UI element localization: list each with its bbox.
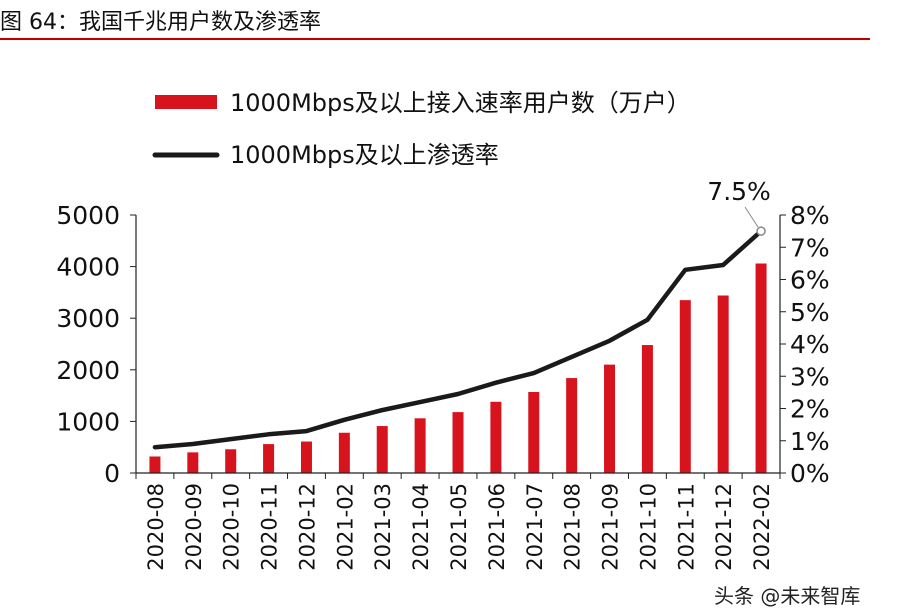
line-point-2021-10 xyxy=(645,318,649,322)
y-left-tick-label: 1000 xyxy=(56,407,120,436)
line-point-2021-02 xyxy=(342,418,346,422)
y-right-tick-label: 4% xyxy=(790,330,830,359)
line-point-2020-10 xyxy=(229,437,233,441)
x-tick-label: 2021-03 xyxy=(371,483,395,571)
y-left-tick-label: 3000 xyxy=(56,304,120,333)
line-point-2021-07 xyxy=(532,371,536,375)
bar-2021-11 xyxy=(679,300,691,473)
x-tick-label: 2020-09 xyxy=(182,483,206,571)
x-tick-label: 2021-11 xyxy=(674,483,698,571)
x-tick-label: 2021-09 xyxy=(599,483,623,571)
line-point-2020-12 xyxy=(304,429,308,433)
bar-2020-08 xyxy=(149,456,161,473)
x-tick-label: 2020-12 xyxy=(295,483,319,571)
line-point-2021-06 xyxy=(494,381,498,385)
x-tick-label: 2021-12 xyxy=(712,483,736,571)
line-point-2021-05 xyxy=(456,392,460,396)
x-tick-label: 2020-08 xyxy=(144,483,168,571)
y-left-tick-label: 5000 xyxy=(56,201,120,230)
bar-2021-06 xyxy=(490,401,502,473)
bar-2021-09 xyxy=(604,364,616,473)
x-tick-label: 2021-06 xyxy=(485,483,509,571)
bar-2022-02 xyxy=(755,263,767,473)
line-point-2020-08 xyxy=(153,445,157,449)
x-tick-label: 2021-10 xyxy=(636,483,660,571)
legend-swatch-bars xyxy=(155,95,217,109)
bar-2021-03 xyxy=(376,426,388,473)
y-left-tick-label: 4000 xyxy=(56,253,120,282)
bar-2020-11 xyxy=(263,444,275,473)
line-point-2021-03 xyxy=(380,408,384,412)
y-right-tick-label: 0% xyxy=(790,459,830,488)
line-point-2020-11 xyxy=(267,432,271,436)
bar-2021-10 xyxy=(641,345,653,473)
line-point-2021-04 xyxy=(418,400,422,404)
x-tick-label: 2021-05 xyxy=(447,483,471,571)
x-tick-label: 2021-04 xyxy=(409,483,433,571)
bar-2020-10 xyxy=(225,449,237,473)
y-right-tick-label: 1% xyxy=(790,427,830,456)
watermark-text: 头条 @未来智库 xyxy=(714,584,861,608)
bar-2020-12 xyxy=(300,441,312,473)
watermark: 头条 @未来智库 xyxy=(714,580,860,609)
x-tick-label: 2021-08 xyxy=(561,483,585,571)
bar-2021-05 xyxy=(452,412,464,473)
annotation-label: 7.5% xyxy=(707,177,771,206)
line-point-2021-11 xyxy=(683,268,687,272)
figure-title: 图 64：我国千兆用户数及渗透率 xyxy=(0,10,321,35)
y-right-tick-label: 6% xyxy=(790,266,830,295)
y-left-tick-label: 2000 xyxy=(56,356,120,385)
y-right-tick-label: 2% xyxy=(790,395,830,424)
line-point-2021-08 xyxy=(570,355,574,359)
line-point-2021-09 xyxy=(608,339,612,343)
y-left-tick-label: 0 xyxy=(104,459,120,488)
x-tick-label: 2022-02 xyxy=(750,483,774,571)
line-point-2021-12 xyxy=(721,263,725,267)
x-tick-label: 2020-10 xyxy=(220,483,244,571)
x-tick-label: 2021-02 xyxy=(333,483,357,571)
x-tick-label: 2021-07 xyxy=(523,483,547,571)
legend-label-bars: 1000Mbps及以上接入速率用户数（万户） xyxy=(230,89,691,117)
bar-2020-09 xyxy=(187,452,199,473)
y-right-tick-label: 3% xyxy=(790,362,830,391)
y-right-tick-label: 5% xyxy=(790,298,830,327)
bar-2021-07 xyxy=(528,391,540,473)
annotation-marker xyxy=(756,226,766,236)
bar-2021-12 xyxy=(717,295,729,473)
y-right-tick-label: 7% xyxy=(790,233,830,262)
x-tick-label: 2020-11 xyxy=(258,483,282,571)
y-right-tick-label: 8% xyxy=(790,201,830,230)
bar-2021-02 xyxy=(338,432,350,473)
line-point-2020-09 xyxy=(191,442,195,446)
title-divider xyxy=(0,38,870,40)
bar-2021-04 xyxy=(414,418,426,473)
bar-2021-08 xyxy=(566,378,578,473)
annotation-leader xyxy=(744,206,759,228)
legend-label-line: 1000Mbps及以上渗透率 xyxy=(230,141,499,169)
